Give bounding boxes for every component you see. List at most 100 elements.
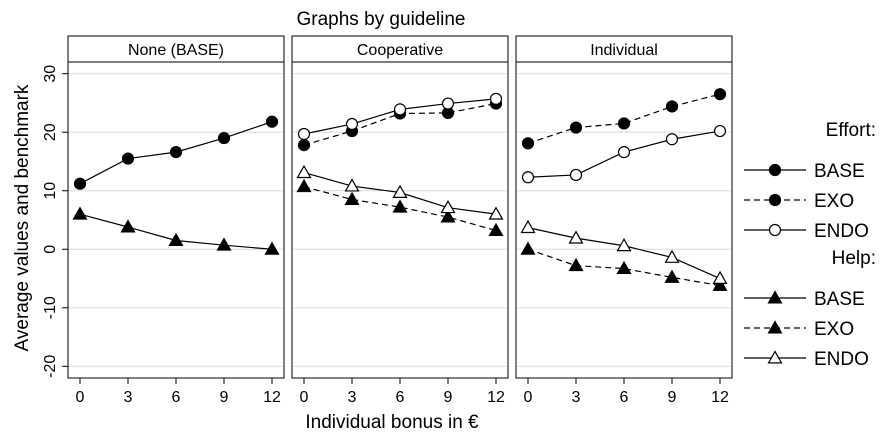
x-axis-label: Individual bonus in € [305,412,479,433]
data-point-help-endo [344,178,360,192]
data-point-effort-exo [713,88,727,101]
legend-group-title: Help: [832,248,876,269]
data-point-help-exo [488,222,504,237]
legend-marker [767,350,783,364]
data-point-effort-endo [665,133,679,146]
x-tick-label: 9 [668,389,677,406]
legend-label: EXO [814,191,854,212]
data-point-help-endo [440,200,456,214]
x-tick-label: 0 [300,389,309,406]
data-point-help-exo [392,199,408,213]
legend-label: EXO [814,319,854,340]
data-point-effort-exo [617,117,631,130]
panel-2: Cooperative 0 3 6 9 12 [291,35,509,406]
data-point-help-exo [344,191,360,205]
data-point-effort-endo [713,124,727,138]
panel-frame [515,61,733,379]
x-tick-label: 6 [396,389,405,406]
series-line-help-exo [527,248,721,287]
data-point-effort-exo [521,137,535,150]
data-point-effort-exo [665,100,679,113]
data-point-help-endo [616,238,632,252]
panel-1: None (BASE) -20 -10 0 10 20 30 0 3 6 9 12 [42,35,285,406]
panel-header [67,35,285,63]
panel-header [291,35,509,63]
data-point-effort-exo [569,121,583,134]
legend-marker [767,320,783,334]
legend: Effort: BASE EXO ENDO Help: BASE EXO ENDO [744,120,876,370]
data-point-help-base [264,241,280,255]
data-point-effort-endo [297,127,311,141]
data-point-help-endo [488,206,504,220]
data-point-effort-base [121,152,135,165]
data-point-effort-endo [489,92,503,105]
x-tick-label: 3 [348,389,357,406]
x-tick-label: 3 [124,389,133,406]
data-point-effort-base [265,115,279,128]
data-point-help-base [168,232,184,246]
data-point-help-endo [712,270,728,284]
panel-header [515,35,733,63]
x-tick-label: 12 [263,389,281,406]
data-point-effort-base [73,177,87,190]
x-tick-label: 3 [572,389,581,406]
data-point-help-exo [712,277,728,292]
data-point-help-base [72,206,88,220]
x-tick-label: 12 [711,389,729,406]
panel-title: Cooperative [357,42,443,59]
data-point-effort-exo [297,138,311,152]
data-point-help-exo [616,260,632,275]
data-point-help-endo [664,249,680,263]
data-point-help-exo [664,269,680,283]
panel-title: None (BASE) [128,42,224,59]
data-point-effort-endo [345,117,359,131]
panel-title: Individual [590,42,658,59]
x-tick-label: 12 [487,389,505,406]
x-tick-label: 9 [444,389,453,406]
series-line-help-exo [303,186,497,232]
series-line-effort-exo [527,93,721,144]
data-point-help-endo [568,230,584,244]
x-tick-label: 0 [76,389,85,406]
data-point-help-exo [440,209,456,223]
data-point-help-base [120,219,136,233]
legend-marker [768,223,782,237]
legend-marker [768,193,782,207]
data-point-help-exo [568,257,584,272]
data-point-help-exo [296,178,312,193]
y-tick-label: 0 [42,245,59,254]
data-point-effort-endo [569,168,583,182]
data-point-help-exo [520,241,536,255]
y-tick-label: 30 [42,65,59,83]
chart-title: Graphs by guideline [297,9,466,30]
data-point-effort-endo [617,146,631,159]
x-tick-label: 6 [172,389,181,406]
legend-marker [768,163,782,177]
data-point-effort-base [217,131,231,145]
x-tick-label: 9 [220,389,229,406]
data-point-effort-endo [393,103,407,116]
y-tick-label: -10 [42,296,59,319]
data-point-effort-endo [521,171,535,184]
data-point-effort-base [169,146,183,159]
data-point-help-endo [520,219,536,234]
x-tick-label: 6 [620,389,629,406]
data-point-help-endo [296,164,312,179]
legend-label: BASE [814,161,865,182]
panel-3: Individual 0 3 6 9 12 [515,35,733,406]
y-axis-label: Average values and benchmark [12,84,33,351]
legend-label: ENDO [814,349,869,370]
y-tick-label: 20 [42,123,59,141]
x-tick-label: 0 [524,389,533,406]
data-point-effort-endo [441,97,455,110]
y-tick-label: -20 [42,355,59,378]
legend-group-title: Effort: [826,120,876,141]
legend-label: BASE [814,289,865,310]
data-point-help-endo [392,184,408,198]
data-point-help-base [216,237,232,251]
y-tick-label: 10 [42,182,59,200]
legend-marker [767,290,783,304]
legend-label: ENDO [814,221,869,242]
